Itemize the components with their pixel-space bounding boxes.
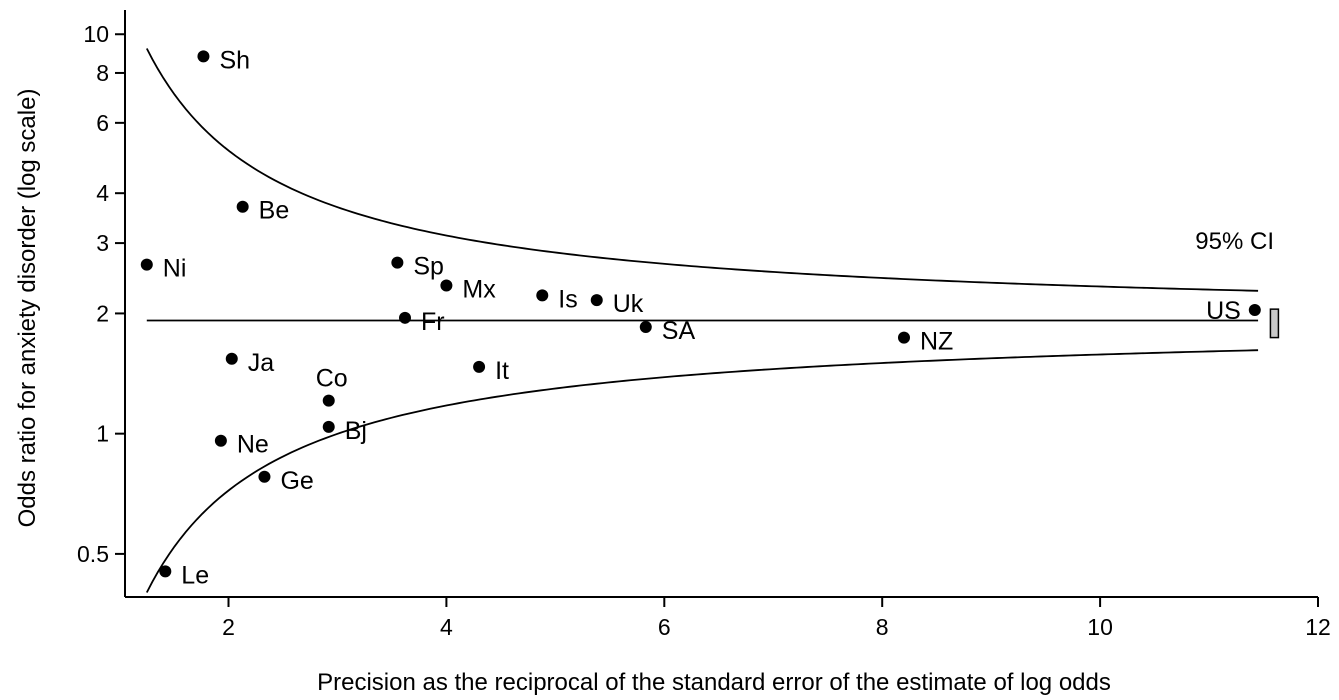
y-tick-label: 4 [96,180,109,206]
data-point-us [1248,303,1261,316]
x-tick-label: 12 [1305,614,1331,640]
point-label-be: Be [259,197,290,225]
data-point-sh [197,50,210,63]
x-tick-label: 8 [876,614,889,640]
point-label-sp: Sp [413,253,444,281]
point-label-sa: SA [662,317,696,345]
data-point-it [473,360,486,373]
data-point-bj [322,420,335,433]
x-tick-label: 2 [222,614,235,640]
data-point-nz [897,331,910,344]
point-label-us: US [1206,297,1241,325]
point-label-fr: Fr [421,308,445,336]
point-label-le: Le [181,561,209,589]
data-point-be [236,200,249,213]
upper-confidence-curve [145,48,1259,292]
data-point-sa [639,320,652,333]
point-label-nz: NZ [920,328,953,356]
data-point-fr [399,311,412,324]
data-point-is [536,289,549,302]
data-point-uk [590,294,603,307]
y-tick-label: 2 [96,300,109,326]
data-points: Sh Be Ni Sp Mx Is Uk Fr SA NZ US Ja It Co Bj Ne Ge Le [140,46,1261,589]
data-point-mx [440,279,453,292]
point-label-ne: Ne [237,431,269,459]
data-point-ge [258,470,271,483]
x-axis-title: Precision as the reciprocal of the stand… [317,669,1111,696]
point-label-ja: Ja [248,349,275,377]
x-tick-label: 6 [658,614,671,640]
y-tick-label: 10 [83,21,109,47]
y-axis-title: Odds ratio for anxiety disorder (log sca… [14,89,41,528]
x-tick-label: 10 [1087,614,1113,640]
point-label-it: It [495,357,509,385]
point-label-co: Co [316,365,348,393]
point-label-sh: Sh [219,46,250,74]
data-point-ni [140,258,153,271]
y-tick-label: 8 [96,60,109,86]
y-tick-label: 1 [96,421,109,447]
data-point-co [322,394,335,407]
y-tick-label: 6 [96,110,109,136]
ci-bar [1269,308,1280,339]
lower-confidence-curve [145,349,1259,593]
data-point-sp [391,256,404,269]
y-tick-label: 0.5 [77,541,109,567]
point-label-mx: Mx [462,275,496,303]
ci-label: 95% CI [1195,228,1274,255]
y-tick-label: 3 [96,230,109,256]
point-label-ge: Ge [280,467,313,495]
x-tick-label: 4 [440,614,453,640]
data-point-ne [214,434,227,447]
data-point-le [159,565,172,578]
funnel-curves [145,48,1259,593]
point-label-is: Is [558,285,577,313]
ci-indicator [1269,308,1280,339]
point-label-bj: Bj [345,417,367,445]
point-label-ni: Ni [163,255,187,283]
data-point-ja [225,352,238,365]
point-label-uk: Uk [613,290,644,318]
